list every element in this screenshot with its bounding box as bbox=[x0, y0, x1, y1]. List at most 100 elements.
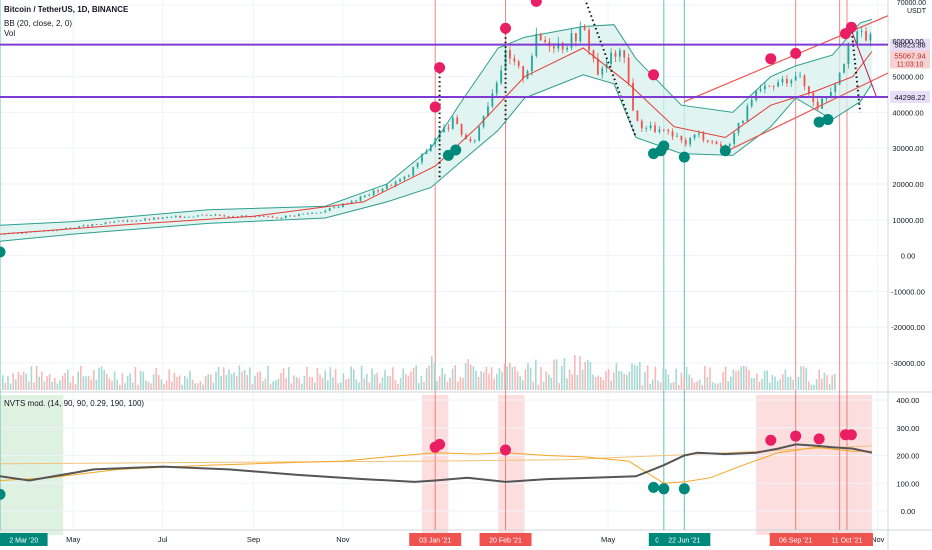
volume-bar bbox=[77, 371, 79, 390]
candle-body bbox=[280, 218, 283, 219]
candle-body bbox=[654, 125, 656, 132]
indicator-tick-label-4: 0.00 bbox=[901, 507, 916, 516]
candle-body bbox=[223, 215, 226, 217]
indicator-bottom-marker-1 bbox=[648, 481, 660, 493]
candle-body bbox=[702, 133, 705, 141]
candle-body bbox=[684, 140, 687, 145]
candle-body bbox=[183, 216, 186, 218]
indicator-nvts-line bbox=[0, 443, 873, 483]
candle-body bbox=[16, 233, 19, 234]
volume-bar bbox=[355, 379, 358, 390]
volume-bar bbox=[462, 378, 464, 390]
price-tick-label-4: 30000.00 bbox=[892, 144, 923, 153]
top-tick-label: 70000.00 bbox=[896, 0, 926, 7]
volume-bar bbox=[319, 374, 321, 390]
volume-bar bbox=[228, 369, 230, 390]
indicator-top-marker-2 bbox=[500, 444, 512, 456]
volume-bar bbox=[436, 380, 438, 390]
x-tag-label-0: 2 Mar '20 bbox=[9, 538, 38, 545]
volume-bar bbox=[631, 363, 633, 390]
indicator-zone-red-2 bbox=[756, 395, 872, 535]
volume-bar bbox=[488, 373, 490, 390]
volume-bar bbox=[438, 376, 441, 390]
volume-bar bbox=[379, 383, 381, 390]
chart-title: Bitcoin / TetherUS, 1D, BINANCE bbox=[4, 5, 129, 14]
volume-bar bbox=[7, 376, 9, 390]
volume-bar bbox=[363, 378, 365, 390]
volume-bar bbox=[480, 371, 482, 390]
candle-body bbox=[232, 216, 234, 218]
volume-bar bbox=[12, 373, 14, 390]
volume-bar bbox=[4, 382, 7, 390]
candle-body bbox=[311, 212, 314, 214]
indicator-tick-label-2: 200.00 bbox=[897, 452, 920, 461]
candle-body bbox=[764, 85, 766, 90]
volume-bar bbox=[535, 359, 537, 390]
volume-bar bbox=[314, 382, 316, 390]
volume-bar bbox=[795, 381, 797, 390]
candle-body bbox=[135, 220, 138, 222]
price-top-marker-9 bbox=[845, 21, 857, 33]
candle-body bbox=[429, 144, 432, 151]
currency-label: 70000.00 USDT bbox=[897, 0, 926, 16]
volume-bar bbox=[9, 383, 12, 390]
volume-bar bbox=[165, 380, 168, 390]
x-tag-bg-1 bbox=[409, 533, 462, 546]
x-tag-label-4: 22 Jun '21 bbox=[668, 538, 700, 545]
volume-bar bbox=[805, 368, 807, 390]
x-tag-bg-7 bbox=[820, 533, 873, 546]
candle-body bbox=[363, 195, 366, 197]
candle-body bbox=[610, 52, 612, 65]
volume-bar bbox=[680, 372, 683, 390]
volume-bar bbox=[139, 370, 142, 390]
candle-body bbox=[377, 190, 379, 192]
volume-bar bbox=[353, 369, 355, 390]
candle-body bbox=[227, 216, 230, 218]
volume-bar bbox=[553, 359, 555, 390]
candle-body bbox=[623, 50, 626, 58]
candle-body bbox=[750, 99, 753, 106]
volume-bar bbox=[204, 376, 207, 390]
candle-body bbox=[130, 220, 133, 222]
volume-bar bbox=[711, 382, 714, 390]
volume-bar bbox=[470, 364, 472, 390]
candle-body bbox=[579, 26, 582, 42]
volume-bar bbox=[22, 371, 25, 390]
volume-bar bbox=[72, 375, 74, 390]
candle-body bbox=[372, 190, 375, 195]
candle-body bbox=[350, 201, 353, 205]
candle-body bbox=[500, 70, 503, 83]
candle-body bbox=[161, 217, 164, 219]
volume-bar bbox=[238, 365, 241, 390]
candle-body bbox=[451, 117, 454, 129]
volume-bar bbox=[514, 366, 516, 390]
volume-bar bbox=[17, 371, 20, 390]
price-tick-label-10: -30000.00 bbox=[891, 359, 925, 368]
candle-body bbox=[218, 214, 221, 216]
volume-bar bbox=[28, 381, 30, 390]
candle-body bbox=[557, 42, 560, 49]
candle-body bbox=[865, 31, 867, 41]
candle-body bbox=[531, 55, 533, 72]
volume-bar bbox=[529, 367, 532, 390]
volume-bar bbox=[243, 369, 246, 390]
volume-bar bbox=[189, 370, 191, 390]
volume-bar bbox=[282, 368, 285, 390]
volume-bar bbox=[233, 372, 235, 390]
volume-bar bbox=[280, 373, 282, 390]
candle-body bbox=[109, 222, 111, 224]
candle-body bbox=[680, 135, 683, 141]
candle-body bbox=[324, 210, 327, 213]
candle-body bbox=[258, 216, 261, 218]
volume-bar bbox=[25, 373, 27, 390]
volume-bar bbox=[415, 365, 417, 390]
volume-bar bbox=[202, 384, 204, 390]
volume-bar bbox=[724, 366, 727, 390]
volume-bar bbox=[771, 374, 774, 390]
volume-bar bbox=[831, 375, 833, 390]
candle-body bbox=[245, 215, 248, 217]
price-bottom-marker-6 bbox=[678, 151, 690, 163]
volume-bar bbox=[753, 378, 755, 390]
volume-bar bbox=[176, 376, 178, 390]
candle-body bbox=[746, 105, 749, 121]
